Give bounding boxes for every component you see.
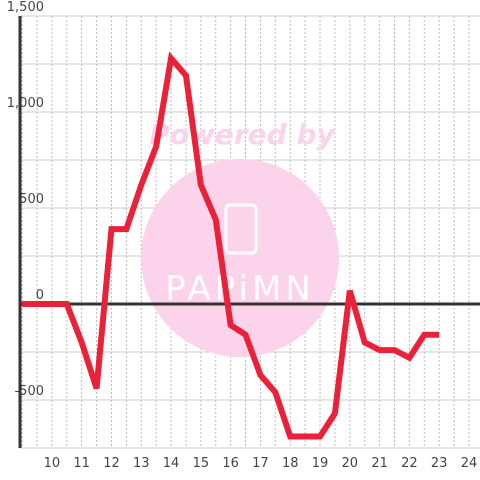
- x-tick-label: 15: [193, 456, 210, 471]
- x-tick-label: 18: [282, 456, 299, 471]
- x-tick-label: 23: [431, 456, 448, 471]
- watermark-logo: PAPiMN: [165, 269, 315, 309]
- watermark-icon: [224, 203, 258, 255]
- data-line: [22, 51, 440, 440]
- x-tick-label: 20: [342, 456, 359, 471]
- x-tick-label: 17: [252, 456, 269, 471]
- x-tick-label: 21: [371, 456, 388, 471]
- y-tick-label: 1,500: [7, 0, 44, 15]
- y-tick-label: 0: [36, 288, 44, 303]
- x-tick-label: 13: [133, 456, 150, 471]
- y-tick-label: 1,000: [7, 96, 44, 111]
- x-tick-label: 14: [163, 456, 180, 471]
- watermark-circle: [141, 159, 339, 357]
- x-tick-label: 16: [222, 456, 239, 471]
- y-tick-label: 500: [19, 192, 44, 207]
- y-tick-label: -500: [14, 384, 44, 399]
- x-tick-label: 24: [461, 456, 478, 471]
- x-tick-label: 22: [401, 456, 418, 471]
- x-tick-label: 19: [312, 456, 329, 471]
- watermark-text: Powered by: [149, 118, 336, 151]
- x-tick-label: 10: [44, 456, 61, 471]
- x-tick-label: 11: [73, 456, 90, 471]
- x-tick-label: 12: [103, 456, 120, 471]
